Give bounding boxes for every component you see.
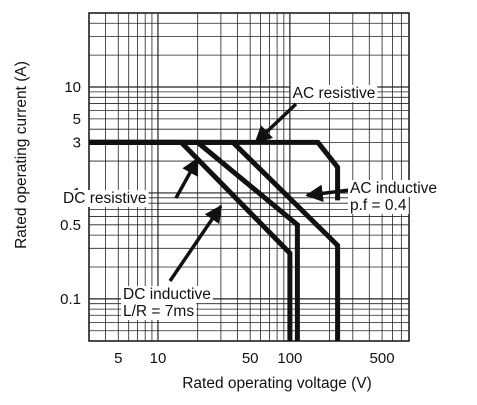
y-tick-label: 0.1 [60, 291, 81, 308]
annotation-arrow [170, 206, 221, 281]
annotation-label: AC inductive [350, 180, 437, 197]
annotation-label: p.f = 0.4 [350, 197, 407, 214]
x-tick-label: 100 [277, 350, 302, 367]
annotation-arrow [176, 159, 198, 198]
x-tick-label: 5 [114, 350, 122, 367]
y-tick-label: 0.5 [60, 217, 81, 234]
y-tick-label: 3 [73, 134, 81, 151]
y-tick-label: 10 [64, 79, 81, 96]
y-axis-title: Rated operating current (A) [13, 61, 30, 249]
annotation-label: DC resistive [63, 190, 147, 207]
x-tick-label: 50 [242, 350, 259, 367]
y-tick-label: 5 [73, 111, 81, 128]
annotation-label: AC resistive [293, 85, 376, 102]
x-tick-label: 10 [150, 350, 167, 367]
x-tick-label: 500 [370, 350, 395, 367]
x-axis-title: Rated operating voltage (V) [182, 375, 372, 392]
annotation-label: DC inductive [123, 286, 211, 303]
annotation-label: L/R = 7ms [123, 303, 194, 320]
